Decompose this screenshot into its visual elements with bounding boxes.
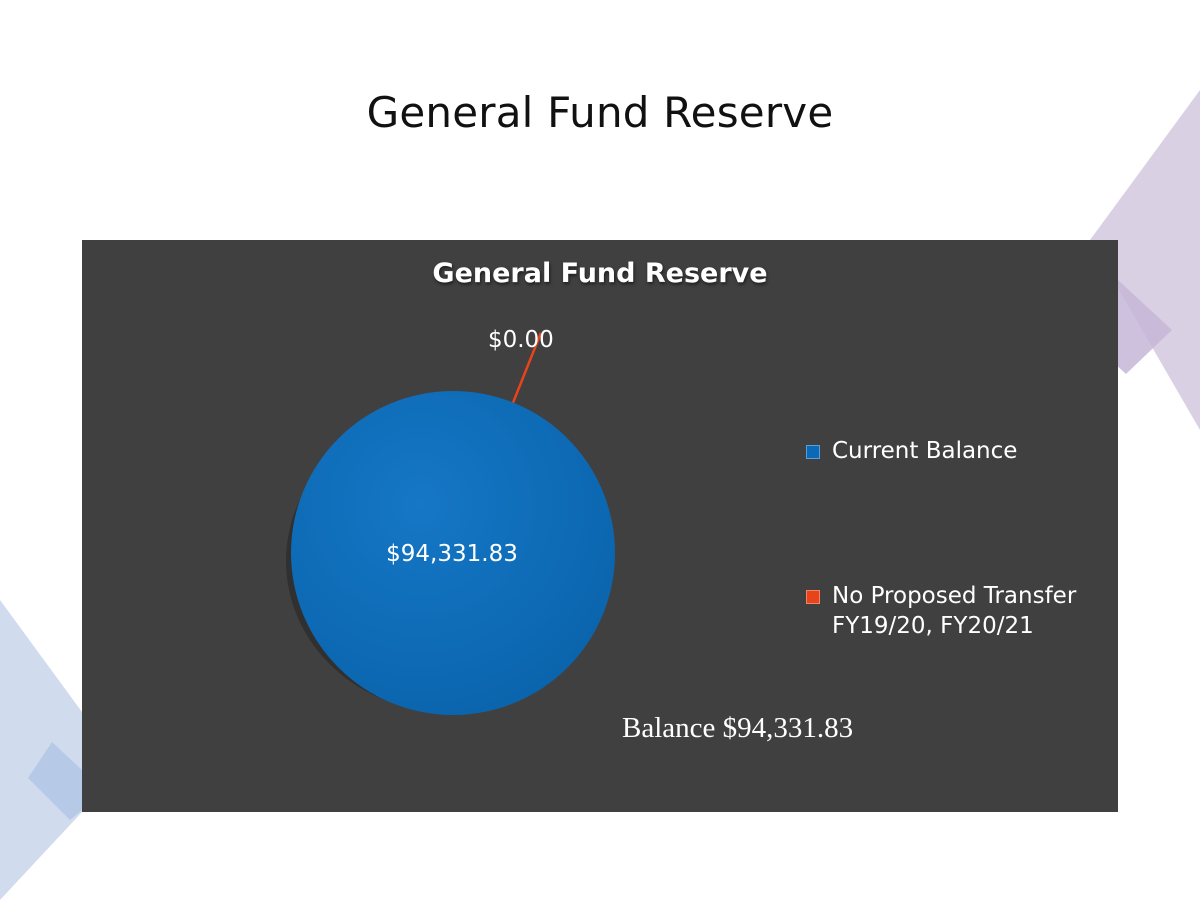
chart-legend: Current Balance No Proposed Transfer FY1… — [806, 436, 1116, 641]
legend-item-no-proposed-transfer: No Proposed Transfer FY19/20, FY20/21 — [806, 581, 1116, 641]
blue-diamond-small — [28, 742, 82, 820]
pie-slice-current-balance — [291, 391, 615, 715]
data-label-current-balance: $94,331.83 — [386, 541, 518, 567]
legend-item-current-balance: Current Balance — [806, 436, 1116, 466]
legend-swatch-no-proposed-transfer — [806, 590, 820, 604]
blue-diamond-large — [0, 600, 82, 900]
pie-slice-no-proposed-transfer — [511, 332, 543, 404]
pie-chart: $94,331.83 $0.00 — [286, 327, 615, 715]
legend-swatch-current-balance — [806, 445, 820, 459]
chart-panel: $94,331.83 $0.00 General Fund Reserve Cur… — [82, 240, 1118, 812]
balance-annotation: Balance $94,331.83 — [622, 712, 854, 744]
purple-diamond-large — [1090, 90, 1200, 430]
legend-label-current-balance: Current Balance — [832, 438, 1018, 464]
chart-title: General Fund Reserve — [432, 258, 768, 289]
legend-label-no-proposed-transfer: No Proposed Transfer FY19/20, FY20/21 — [832, 583, 1077, 639]
slide-title: General Fund Reserve — [366, 88, 834, 137]
data-label-no-proposed-transfer: $0.00 — [488, 327, 554, 353]
